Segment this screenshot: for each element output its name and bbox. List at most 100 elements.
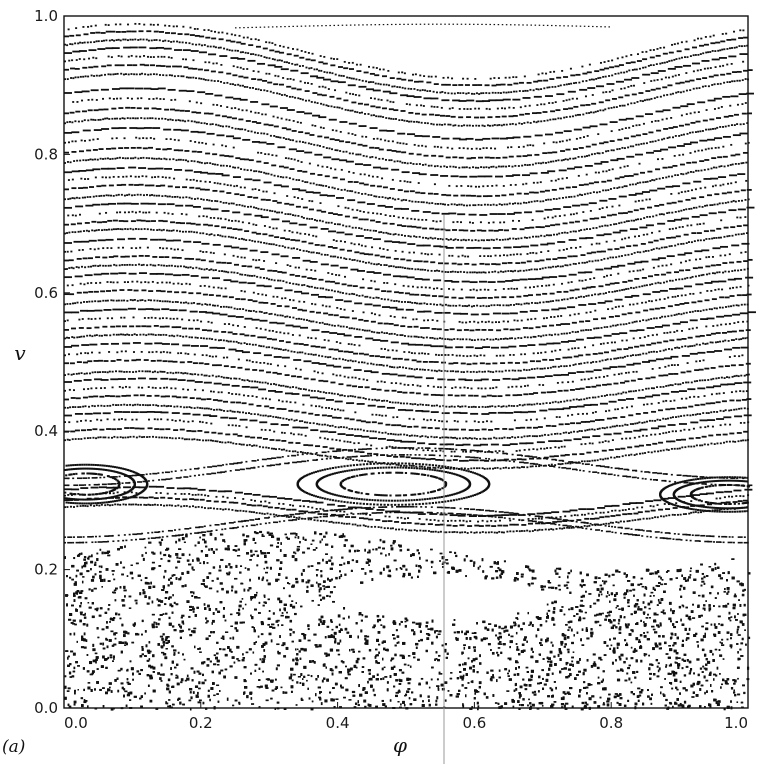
data-point (552, 521, 558, 523)
data-point (567, 356, 573, 359)
data-point (435, 269, 438, 272)
data-point (253, 196, 259, 199)
data-point (308, 389, 311, 392)
data-point (230, 366, 236, 368)
data-point (291, 307, 297, 309)
data-point (519, 310, 528, 313)
data-point (727, 330, 733, 333)
data-point (139, 503, 142, 506)
data-point (454, 370, 457, 373)
data-point (203, 207, 212, 210)
data-point (301, 420, 304, 423)
data-point (138, 272, 147, 275)
data-point (252, 223, 255, 226)
data-point (301, 284, 304, 287)
data-point (734, 200, 737, 203)
data-point (595, 376, 598, 379)
data-point (594, 396, 597, 399)
data-point (554, 333, 557, 336)
data-point (266, 371, 272, 374)
data-point (394, 291, 400, 294)
data-point (343, 308, 346, 311)
data-point (424, 253, 427, 255)
data-point (158, 256, 164, 259)
data-point (126, 264, 129, 266)
data-point (440, 370, 443, 372)
data-point (467, 238, 470, 241)
data-point (208, 260, 214, 263)
data-point (202, 439, 205, 442)
data-point (281, 431, 284, 434)
data-point (588, 260, 591, 263)
data-point (223, 400, 229, 403)
data-point (680, 397, 683, 400)
data-point (662, 515, 665, 518)
data-point (478, 525, 484, 527)
data-point (702, 273, 705, 276)
data-point (479, 255, 482, 257)
data-point (686, 224, 689, 227)
data-point (446, 459, 452, 462)
data-point (560, 365, 563, 368)
data-point (331, 324, 334, 327)
data-point (244, 230, 250, 233)
data-point (371, 460, 374, 463)
data-point (549, 276, 558, 278)
data-point (511, 228, 517, 230)
data-point (107, 264, 110, 267)
data-point (550, 234, 553, 237)
data-point (374, 355, 380, 358)
data-point (382, 248, 385, 250)
data-point (295, 442, 301, 444)
data-point (444, 303, 447, 306)
data-point (667, 220, 676, 222)
data-point (82, 388, 85, 391)
data-point (169, 351, 172, 354)
data-point (139, 246, 142, 249)
data-point (140, 202, 149, 205)
data-point (182, 335, 185, 338)
data-point (626, 520, 629, 523)
data-point (433, 337, 436, 340)
data-point (374, 313, 377, 316)
data-point (617, 399, 626, 401)
data-point (264, 500, 267, 503)
data-point (409, 391, 415, 394)
data-point (284, 374, 290, 376)
data-point (492, 247, 501, 249)
data-point (695, 444, 698, 447)
data-point (676, 346, 679, 349)
data-point (461, 321, 464, 324)
data-point (232, 433, 238, 436)
data-point (631, 294, 640, 297)
data-point (553, 316, 556, 318)
data-point (469, 271, 472, 274)
data-point (211, 277, 220, 280)
data-point (349, 458, 352, 460)
data-point (645, 395, 654, 398)
data-point (653, 239, 659, 242)
data-point (459, 270, 462, 273)
data-point (394, 433, 397, 436)
data-point (412, 464, 415, 467)
data-point (263, 208, 266, 211)
data-point (318, 252, 321, 255)
data-point (378, 331, 381, 334)
data-point (147, 202, 156, 205)
data-point (120, 370, 123, 373)
data-point (430, 261, 436, 264)
data-point (654, 273, 660, 276)
data-point (259, 421, 268, 424)
data-point (558, 249, 561, 252)
data-point (176, 334, 179, 337)
data-point (398, 291, 404, 294)
data-point (115, 325, 121, 328)
data-point (82, 361, 88, 364)
data-point (684, 302, 690, 304)
data-point (251, 239, 254, 242)
data-point (138, 435, 141, 438)
data-point (273, 430, 276, 433)
data-point (358, 294, 361, 297)
data-point (687, 388, 696, 391)
data-point (438, 253, 441, 256)
